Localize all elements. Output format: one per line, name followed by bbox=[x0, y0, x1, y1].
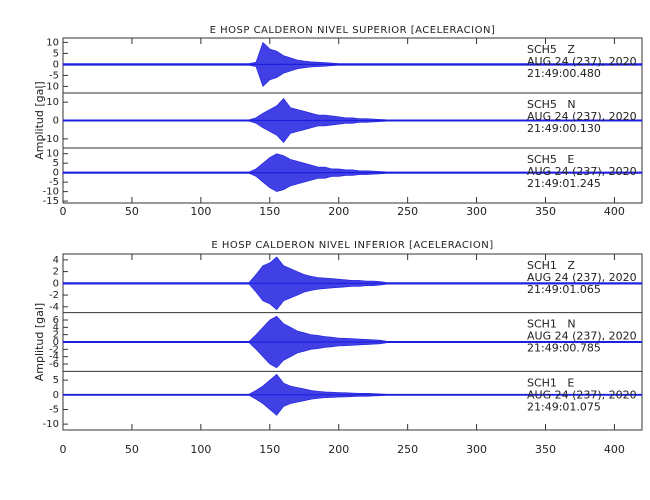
x-tick-label: 50 bbox=[125, 443, 139, 456]
x-tick-label: 300 bbox=[466, 205, 487, 218]
record-time: 21:49:00.480 bbox=[527, 67, 601, 80]
y-tick-label: 5 bbox=[53, 48, 59, 59]
y-tick-label: 10 bbox=[46, 149, 59, 160]
record-date: AUG 24 (237), 2020 bbox=[527, 110, 637, 123]
y-tick-label: 10 bbox=[46, 37, 59, 48]
y-tick-label: 0 bbox=[53, 116, 59, 127]
record-time: 21:49:01.075 bbox=[527, 400, 601, 413]
panel-title: E HOSP CALDERON NIVEL INFERIOR [ACELERAC… bbox=[211, 240, 493, 251]
y-tick-label: 0 bbox=[53, 390, 59, 401]
x-tick-label: 400 bbox=[604, 205, 625, 218]
station-name: SCH1 Z bbox=[527, 259, 575, 272]
station-name: SCH1 N bbox=[527, 318, 576, 331]
y-axis-label: Amplitud [gal] bbox=[33, 303, 46, 381]
x-tick-label: 250 bbox=[397, 443, 418, 456]
record-date: AUG 24 (237), 2020 bbox=[527, 388, 637, 401]
y-tick-label: 2 bbox=[53, 330, 59, 341]
station-name: SCH1 E bbox=[527, 376, 574, 389]
record-date: AUG 24 (237), 2020 bbox=[527, 271, 637, 284]
y-tick-label: 10 bbox=[46, 97, 59, 108]
y-tick-label: -5 bbox=[49, 177, 59, 188]
panel-title: E HOSP CALDERON NIVEL SUPERIOR [ACELERAC… bbox=[210, 25, 496, 36]
trace-envelope bbox=[62, 153, 643, 192]
y-axis-label: Amplitud [gal] bbox=[33, 81, 46, 159]
x-tick-label: 100 bbox=[190, 205, 211, 218]
x-tick-label: 100 bbox=[190, 443, 211, 456]
y-tick-label: -10 bbox=[43, 419, 59, 430]
trace-envelope bbox=[62, 41, 643, 87]
x-tick-label: 250 bbox=[397, 205, 418, 218]
record-date: AUG 24 (237), 2020 bbox=[527, 55, 637, 68]
x-tick-label: 150 bbox=[259, 205, 280, 218]
y-tick-label: -4 bbox=[49, 352, 59, 363]
station-name: SCH5 N bbox=[527, 98, 576, 111]
x-tick-label: 200 bbox=[328, 443, 349, 456]
record-time: 21:49:01.065 bbox=[527, 283, 601, 296]
trace-envelope bbox=[62, 315, 643, 369]
y-tick-label: 0 bbox=[53, 278, 59, 289]
y-tick-label: -10 bbox=[43, 187, 59, 198]
y-tick-label: 5 bbox=[53, 375, 59, 386]
y-tick-label: -5 bbox=[49, 404, 59, 415]
trace-envelope bbox=[62, 256, 643, 311]
y-tick-label: 0 bbox=[53, 337, 59, 348]
record-time: 21:49:01.245 bbox=[527, 177, 601, 190]
x-tick-label: 200 bbox=[328, 205, 349, 218]
y-tick-label: -2 bbox=[49, 290, 59, 301]
record-date: AUG 24 (237), 2020 bbox=[527, 165, 637, 178]
y-tick-label: -6 bbox=[49, 359, 59, 370]
y-tick-label: 2 bbox=[53, 267, 59, 278]
trace-envelope bbox=[62, 373, 643, 416]
x-tick-label: 50 bbox=[125, 205, 139, 218]
record-time: 21:49:00.130 bbox=[527, 122, 601, 135]
x-tick-label: 0 bbox=[60, 443, 67, 456]
y-tick-label: 4 bbox=[53, 255, 59, 266]
y-tick-label: -4 bbox=[49, 302, 59, 313]
x-tick-label: 400 bbox=[604, 443, 625, 456]
x-tick-label: 300 bbox=[466, 443, 487, 456]
y-tick-label: 5 bbox=[53, 158, 59, 169]
y-tick-label: -2 bbox=[49, 344, 59, 355]
x-tick-label: 350 bbox=[535, 443, 556, 456]
y-tick-label: -10 bbox=[43, 81, 59, 92]
x-tick-label: 350 bbox=[535, 205, 556, 218]
station-name: SCH5 Z bbox=[527, 43, 575, 56]
y-tick-label: 0 bbox=[53, 59, 59, 70]
y-tick-label: -10 bbox=[43, 134, 59, 145]
station-name: SCH5 E bbox=[527, 153, 574, 166]
y-tick-label: 6 bbox=[53, 315, 59, 326]
y-tick-label: -15 bbox=[43, 196, 59, 207]
x-tick-label: 0 bbox=[60, 205, 67, 218]
x-tick-label: 150 bbox=[259, 443, 280, 456]
y-tick-label: 0 bbox=[53, 168, 59, 179]
trace-envelope bbox=[62, 98, 643, 143]
y-tick-label: 4 bbox=[53, 322, 59, 333]
record-time: 21:49:00.785 bbox=[527, 342, 601, 355]
record-date: AUG 24 (237), 2020 bbox=[527, 330, 637, 343]
y-tick-label: -5 bbox=[49, 70, 59, 81]
